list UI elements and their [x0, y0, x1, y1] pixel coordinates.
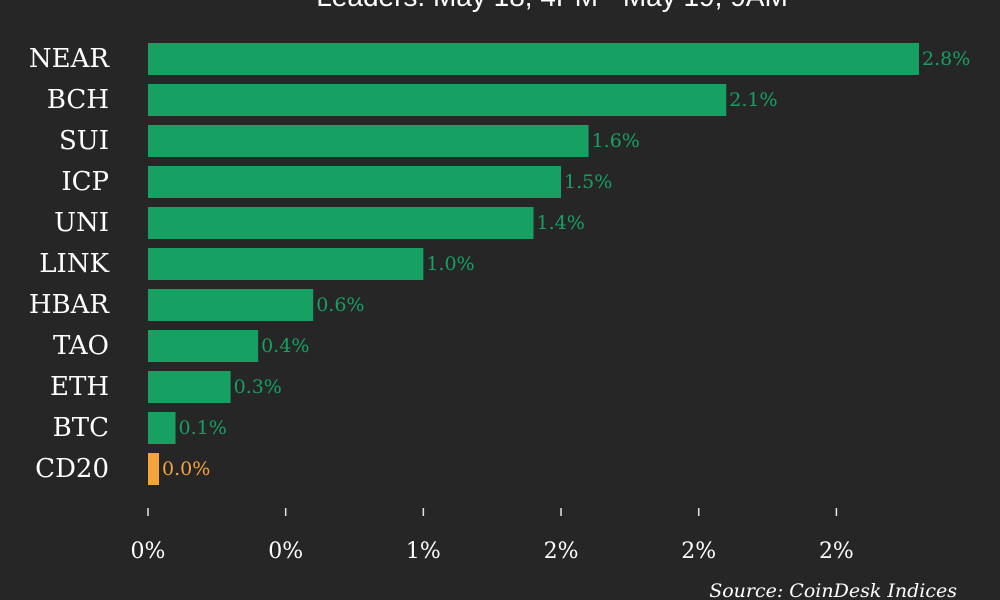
category-label-near: NEAR [29, 44, 111, 74]
value-label-sui: 1.6% [592, 130, 640, 152]
x-tick-label: 2% [544, 539, 579, 564]
bars-group: NEAR 2.8% BCH 2.1% SUI 1.6% ICP 1.5% UNI 1.4% LINK… [29, 43, 970, 485]
value-label-uni: 1.4% [537, 212, 585, 234]
x-tick-label: 2% [819, 539, 854, 564]
x-axis: 0% 0% 1% 2% 2% 2% [131, 508, 854, 564]
category-label-btc: BTC [53, 413, 109, 443]
x-tick-label: 0% [268, 539, 303, 564]
value-label-link: 1.0% [426, 253, 474, 275]
bar-uni [148, 207, 534, 239]
category-label-sui: SUI [59, 126, 109, 156]
value-label-bch: 2.1% [729, 89, 777, 111]
value-label-eth: 0.3% [234, 376, 282, 398]
category-label-bch: BCH [47, 85, 109, 115]
bar-icp [148, 166, 562, 198]
bar-hbar [148, 289, 314, 321]
bar-tao [148, 330, 259, 362]
value-label-btc: 0.1% [179, 417, 227, 439]
bar-link [148, 248, 424, 280]
source-note: Source: CoinDesk Indices [709, 580, 957, 600]
value-label-icp: 1.5% [564, 171, 612, 193]
category-label-icp: ICP [61, 167, 109, 197]
bar-cd20 [148, 453, 159, 485]
x-tick-label: 2% [681, 539, 716, 564]
category-label-hbar: HBAR [29, 290, 111, 320]
value-label-hbar: 0.6% [316, 294, 364, 316]
bar-sui [148, 125, 589, 157]
bar-eth [148, 371, 231, 403]
bar-near [148, 43, 919, 75]
x-tick-label: 0% [131, 539, 166, 564]
category-label-link: LINK [39, 249, 109, 279]
category-label-eth: ETH [50, 372, 109, 402]
category-label-cd20: CD20 [35, 454, 109, 484]
chart-title: Leaders: May 18, 4PM - May 19, 9AM [316, 0, 788, 12]
value-label-tao: 0.4% [261, 335, 309, 357]
category-label-tao: TAO [53, 331, 109, 361]
value-label-cd20: 0.0% [162, 458, 210, 480]
bar-bch [148, 84, 727, 116]
bar-btc [148, 412, 176, 444]
x-tick-label: 1% [406, 539, 441, 564]
value-label-near: 2.8% [922, 48, 970, 70]
category-label-uni: UNI [54, 208, 109, 238]
